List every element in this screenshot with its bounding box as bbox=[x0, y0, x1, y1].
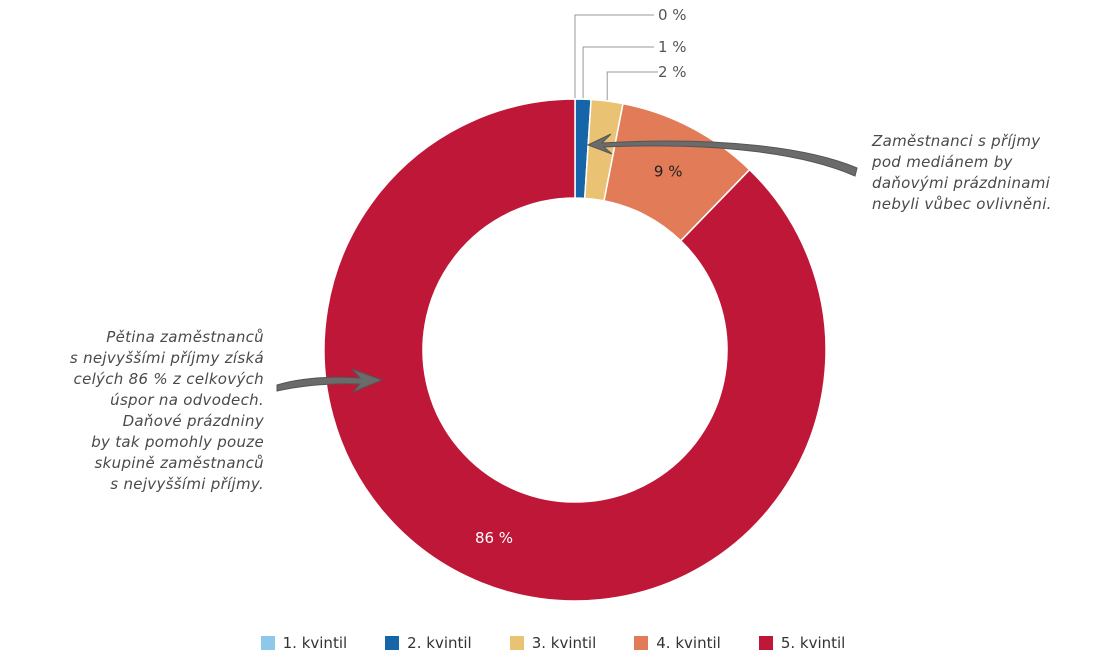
annotation-right: Zaměstnanci s příjmy pod mediánem by daň… bbox=[872, 131, 1052, 215]
annotation-right-line: daňovými prázdninami bbox=[872, 174, 1051, 192]
legend-label: 4. kvintil bbox=[656, 634, 721, 652]
legend-item-2: 2. kvintil bbox=[385, 634, 472, 652]
legend-label: 3. kvintil bbox=[531, 634, 597, 652]
data-label-3: 2 % bbox=[658, 63, 687, 81]
leader-line-2 bbox=[582, 46, 654, 99]
annotation-left-line: Pětina zaměstnanců bbox=[106, 328, 264, 346]
legend: 1. kvintil 2. kvintil 3. kvintil 4. kvintil… bbox=[0, 634, 1106, 652]
legend-item-4: 4. kvintil bbox=[634, 634, 721, 652]
right-arrow-icon bbox=[586, 133, 858, 177]
legend-swatch bbox=[758, 636, 773, 650]
legend-swatch bbox=[385, 636, 400, 650]
legend-item-5: 5. kvintil bbox=[758, 634, 846, 652]
annotation-left-line: celých 86 % z celkových bbox=[73, 370, 264, 388]
leader-line-3 bbox=[606, 71, 658, 101]
data-label-5: 86 % bbox=[475, 529, 513, 547]
leader-lines-group bbox=[574, 14, 658, 101]
legend-swatch bbox=[634, 636, 649, 650]
legend-swatch bbox=[509, 636, 524, 650]
data-label-1: 0 % bbox=[658, 6, 687, 24]
legend-label: 2. kvintil bbox=[407, 634, 472, 652]
legend-label: 5. kvintil bbox=[780, 634, 846, 652]
leader-line-1 bbox=[574, 14, 654, 98]
annotation-left-line: skupině zaměstnanců bbox=[94, 454, 264, 472]
data-labels-group: 0 % 1 % 2 % 9 % 86 % bbox=[475, 6, 687, 547]
data-label-2: 1 % bbox=[658, 38, 687, 56]
annotation-left-line: úspor na odvodech. bbox=[110, 391, 264, 409]
legend-item-1: 1. kvintil bbox=[260, 634, 348, 652]
data-label-4: 9 % bbox=[654, 162, 683, 180]
annotation-left: Pětina zaměstnanců s nejvyššími příjmy z… bbox=[70, 327, 264, 495]
legend-label: 1. kvintil bbox=[282, 634, 348, 652]
annotation-right-line: pod mediánem by bbox=[872, 153, 1013, 171]
legend-item-3: 3. kvintil bbox=[509, 634, 597, 652]
annotation-left-line: s nejvyššími příjmy. bbox=[110, 475, 264, 493]
slice-5 bbox=[323, 98, 827, 602]
annotation-right-line: nebyli vůbec ovlivněni. bbox=[872, 195, 1052, 213]
annotation-left-line: by tak pomohly pouze bbox=[91, 433, 264, 451]
annotation-right-line: Zaměstnanci s příjmy bbox=[872, 132, 1041, 150]
annotation-left-line: s nejvyššími příjmy získá bbox=[69, 349, 264, 367]
annotation-left-line: Daňové prázdniny bbox=[122, 412, 264, 430]
legend-swatch bbox=[260, 636, 275, 650]
slices-group bbox=[323, 98, 827, 602]
left-arrow-icon bbox=[276, 368, 384, 393]
